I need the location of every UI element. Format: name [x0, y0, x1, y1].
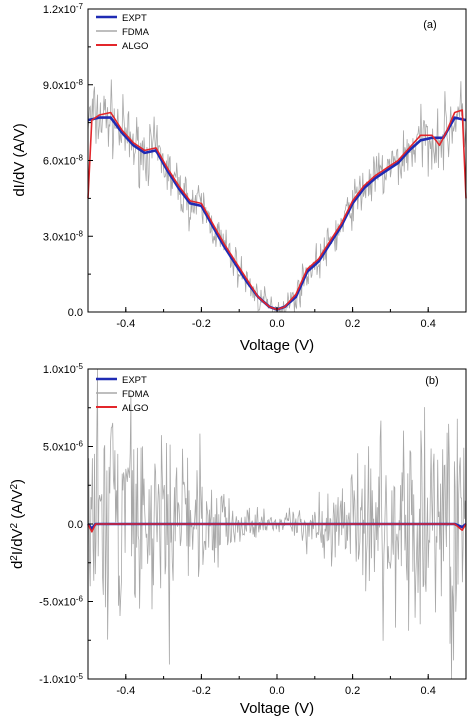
x-tick-label: -0.4 [116, 318, 135, 330]
legend-a-algo-label: ALGO [122, 41, 148, 52]
panel-b-x-axis-label: Voltage (V) [240, 700, 314, 717]
x-tick-label: -0.4 [116, 685, 135, 697]
panel-a-fdma-series [87, 79, 467, 313]
y-tick-label: -5.0x10-6 [39, 594, 83, 609]
y-tick-label: -1.0x10-5 [39, 672, 83, 687]
panel-b-legend: EXPT FDMA ALGO [96, 375, 150, 414]
panel-a-label: (a) [423, 19, 436, 31]
algo-line [87, 523, 467, 533]
panel-a: -0.4 -0.2 0.0 0.2 0.4 0.0 3.0x10-8 6.0x10-8 9.0… [11, 2, 467, 354]
x-tick-label: 0.4 [421, 318, 436, 330]
fdma-line [87, 79, 467, 313]
panel-b-y-axis-label: d2I/dV2 (A/V2) [9, 479, 27, 569]
legend-b-fdma-label: FDMA [122, 389, 150, 400]
x-tick-label: 0.0 [269, 685, 284, 697]
legend-b-expt-label: EXPT [122, 375, 147, 386]
panel-b-label: (b) [425, 375, 438, 387]
y-tick-label: 0.0 [68, 307, 83, 319]
y-tick-label: 3.0x10-8 [43, 229, 84, 244]
x-tick-label: 0.0 [269, 318, 284, 330]
panel-b-y-ticks: -1.0x10-5 -5.0x10-6 0.0 5.0x10-6 1.0x10-5 [39, 362, 93, 687]
x-tick-label: 0.2 [345, 685, 360, 697]
panel-a-y-ticks: 0.0 3.0x10-8 6.0x10-8 9.0x10-8 1.2x10-7 [43, 2, 93, 319]
panel-a-legend: EXPT FDMA ALGO [96, 13, 150, 52]
y-tick-label: 6.0x10-8 [43, 153, 84, 168]
panel-a-x-axis-label: Voltage (V) [240, 337, 314, 354]
y-tick-label: 1.2x10-7 [43, 2, 84, 17]
panel-b: -0.4 -0.2 0.0 0.2 0.4 -1.0x10-5 -5.0x10-6 0.0 5… [9, 362, 467, 717]
y-tick-label: 9.0x10-8 [43, 77, 84, 92]
x-tick-label: -0.2 [192, 318, 211, 330]
legend-b-algo-label: ALGO [122, 403, 148, 414]
panel-a-y-axis-label: dI/dV (A/V) [11, 123, 28, 196]
y-tick-label: 5.0x10-6 [43, 439, 84, 454]
panel-a-algo-series [87, 109, 467, 311]
panel-b-x-ticks: -0.4 -0.2 0.0 0.2 0.4 [87, 674, 467, 697]
y-tick-label: 1.0x10-5 [43, 362, 84, 377]
legend-a-fdma-label: FDMA [122, 27, 150, 38]
y-tick-label: 0.0 [68, 519, 83, 531]
legend-a-expt-label: EXPT [122, 13, 147, 24]
x-tick-label: -0.2 [192, 685, 211, 697]
x-tick-label: 0.2 [345, 318, 360, 330]
x-tick-label: 0.4 [421, 685, 436, 697]
algo-line [87, 109, 467, 311]
panel-b-algo-series [87, 523, 467, 533]
panel-a-x-ticks: -0.4 -0.2 0.0 0.2 0.4 [87, 307, 467, 330]
